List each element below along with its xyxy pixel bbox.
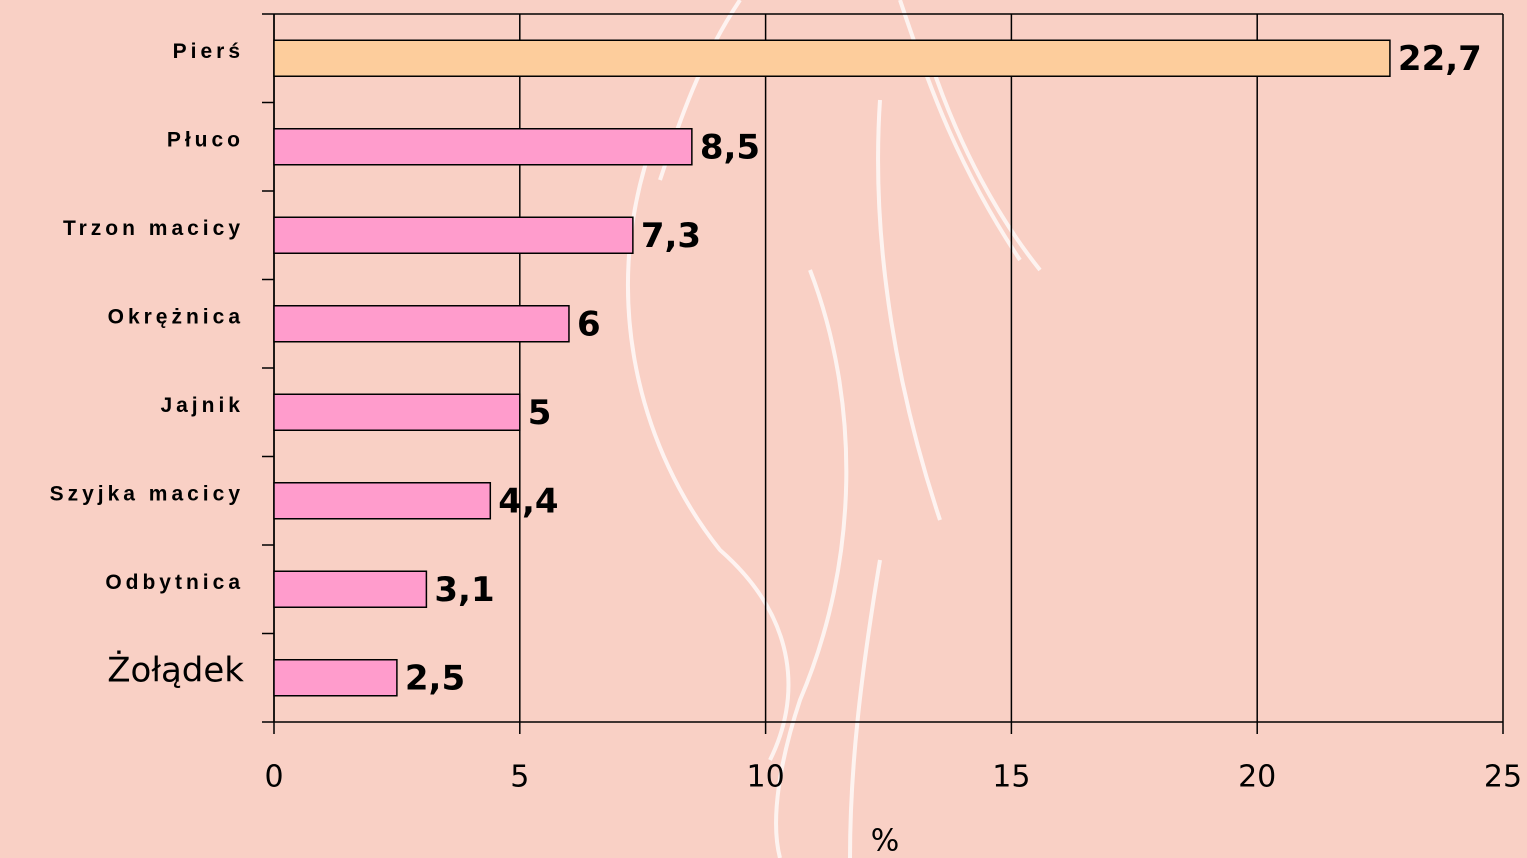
bar — [273, 216, 634, 254]
bar — [273, 39, 1391, 77]
bar — [273, 659, 398, 697]
value-label: 3,1 — [434, 570, 494, 610]
y-tick-label: Żołądek — [107, 650, 244, 690]
bar — [273, 482, 492, 520]
x-tick-label: 15 — [992, 760, 1030, 795]
y-tick-label: Trzon macicy — [63, 217, 244, 240]
value-label: 8,5 — [700, 127, 760, 167]
x-tick-label: 25 — [1484, 760, 1522, 795]
y-tick-label: Jajnik — [160, 394, 244, 417]
bar — [273, 128, 693, 166]
value-label: 7,3 — [641, 216, 701, 256]
value-label: 4,4 — [498, 481, 558, 521]
y-tick-label: Płuco — [167, 128, 244, 151]
y-tick-label: Odbytnica — [105, 571, 244, 594]
value-label: 6 — [577, 304, 601, 344]
background-decoration — [625, 0, 1042, 858]
value-label: 22,7 — [1398, 39, 1482, 79]
bar — [273, 570, 428, 608]
y-tick-label: Okrężnica — [108, 305, 244, 328]
y-tick-label: Szyjka macicy — [50, 482, 244, 505]
value-label: 5 — [528, 393, 552, 433]
x-tick-label: 20 — [1238, 760, 1276, 795]
x-tick-label: 10 — [747, 760, 785, 795]
bar — [273, 393, 521, 431]
y-tick-label: Pierś — [173, 40, 244, 63]
bar — [273, 305, 570, 343]
value-label: 2,5 — [405, 658, 465, 698]
x-axis-label: % — [871, 824, 900, 858]
x-tick-label: 0 — [264, 760, 283, 795]
x-tick-label: 5 — [510, 760, 529, 795]
